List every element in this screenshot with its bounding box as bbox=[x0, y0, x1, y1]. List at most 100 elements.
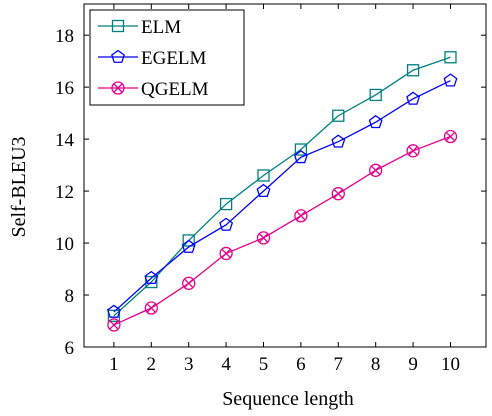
plot-frame bbox=[83, 3, 487, 348]
circle-marker-shape bbox=[331, 187, 345, 201]
square-marker-shape bbox=[219, 197, 233, 211]
plot-area-border bbox=[83, 3, 487, 348]
series-line bbox=[113, 56, 451, 317]
square-marker-shape bbox=[406, 64, 420, 77]
square-marker-shape bbox=[107, 309, 121, 322]
legend-item-qgelm: QGELM bbox=[98, 79, 209, 100]
data-point bbox=[256, 183, 271, 198]
x-marker-stroke bbox=[221, 248, 231, 259]
x-axis-label: Sequence length bbox=[222, 388, 354, 410]
y-tick-label: 6 bbox=[65, 338, 75, 359]
x-tick-label: 8 bbox=[371, 354, 381, 375]
square-marker-shape bbox=[332, 109, 345, 122]
x-marker-stroke bbox=[109, 320, 119, 330]
y-tick-label: 8 bbox=[65, 286, 75, 307]
pentagon-marker-shape bbox=[406, 91, 421, 105]
data-point bbox=[106, 304, 121, 318]
pentagon-marker-shape bbox=[106, 304, 121, 318]
y-tick-label: 18 bbox=[55, 26, 74, 47]
pentagon-marker-shape bbox=[256, 183, 271, 198]
x-axis-ticks: 1 2 3 4 5 6 7 8 9 10 bbox=[109, 4, 460, 375]
data-point bbox=[331, 134, 346, 148]
y-tick-label: 12 bbox=[55, 182, 74, 203]
data-point bbox=[368, 114, 383, 129]
data-point bbox=[293, 150, 308, 164]
x-tick-label: 9 bbox=[408, 354, 418, 375]
circle-marker-shape bbox=[219, 246, 233, 261]
data-point bbox=[219, 217, 234, 231]
series-qgelm bbox=[107, 129, 458, 332]
data-point bbox=[332, 109, 345, 122]
data-point bbox=[144, 270, 159, 285]
square-marker-shape bbox=[294, 143, 308, 156]
pentagon-marker-shape bbox=[293, 150, 308, 164]
data-point bbox=[219, 197, 233, 211]
x-tick-label: 6 bbox=[296, 354, 306, 375]
x-marker-stroke bbox=[296, 211, 306, 221]
data-point bbox=[443, 73, 458, 87]
x-marker-stroke bbox=[408, 146, 418, 156]
data-point bbox=[219, 246, 233, 261]
data-point bbox=[257, 169, 270, 182]
legend-marker bbox=[111, 19, 125, 33]
legend-label: EGELM bbox=[141, 48, 207, 69]
circle-marker-shape bbox=[369, 163, 383, 177]
square-marker-shape bbox=[182, 234, 195, 247]
square-marker-shape bbox=[444, 51, 457, 64]
circle-marker-shape bbox=[256, 231, 271, 245]
x-marker-stroke bbox=[370, 165, 381, 176]
pentagon-marker-shape bbox=[144, 270, 159, 285]
data-point bbox=[444, 51, 457, 64]
legend-item-egelm: EGELM bbox=[98, 48, 207, 69]
data-point bbox=[406, 91, 421, 105]
data-point bbox=[144, 301, 158, 315]
x-marker-stroke bbox=[258, 233, 269, 243]
x-tick-label: 5 bbox=[259, 354, 269, 375]
x-tick-label: 10 bbox=[441, 354, 460, 375]
square-marker-shape bbox=[111, 19, 125, 33]
pentagon-marker-shape bbox=[331, 134, 346, 148]
data-point bbox=[369, 163, 383, 177]
square-marker-shape bbox=[145, 275, 158, 289]
series-line bbox=[113, 80, 451, 313]
y-tick-label: 16 bbox=[55, 78, 74, 99]
series-layer bbox=[106, 51, 458, 332]
y-tick-label: 14 bbox=[55, 130, 75, 151]
data-point bbox=[294, 143, 308, 156]
data-point bbox=[145, 275, 158, 289]
y-axis-ticks: 6 8 10 12 14 16 18 bbox=[55, 26, 486, 359]
data-point bbox=[443, 129, 458, 144]
data-point bbox=[406, 64, 420, 77]
x-tick-label: 4 bbox=[221, 354, 231, 375]
legend-label: ELM bbox=[141, 17, 181, 38]
series-line bbox=[113, 135, 451, 326]
square-marker-shape bbox=[257, 169, 270, 182]
pentagon-marker-shape bbox=[443, 73, 458, 87]
legend-marker bbox=[111, 49, 125, 63]
y-tick-label: 10 bbox=[55, 234, 74, 255]
circle-marker-shape bbox=[107, 318, 121, 332]
circle-marker-shape bbox=[111, 81, 125, 95]
pentagon-marker-shape bbox=[111, 49, 125, 63]
data-point bbox=[294, 209, 308, 223]
series-egelm bbox=[106, 73, 458, 318]
circle-marker-shape bbox=[294, 209, 308, 223]
x-marker-stroke bbox=[146, 303, 157, 313]
x-tick-label: 3 bbox=[184, 354, 194, 375]
data-point bbox=[256, 231, 271, 245]
data-point bbox=[369, 88, 382, 102]
data-point bbox=[107, 318, 121, 332]
data-point bbox=[107, 309, 121, 322]
legend-marker bbox=[111, 81, 125, 95]
data-point bbox=[182, 276, 196, 290]
data-point bbox=[331, 187, 345, 201]
pentagon-marker-shape bbox=[181, 239, 196, 253]
legend-label: QGELM bbox=[141, 79, 209, 100]
data-point bbox=[182, 234, 195, 247]
pentagon-marker-shape bbox=[368, 114, 383, 129]
circle-marker-shape bbox=[182, 276, 196, 290]
x-tick-label: 7 bbox=[334, 354, 344, 375]
x-tick-label: 2 bbox=[147, 354, 157, 375]
data-point bbox=[181, 239, 196, 253]
